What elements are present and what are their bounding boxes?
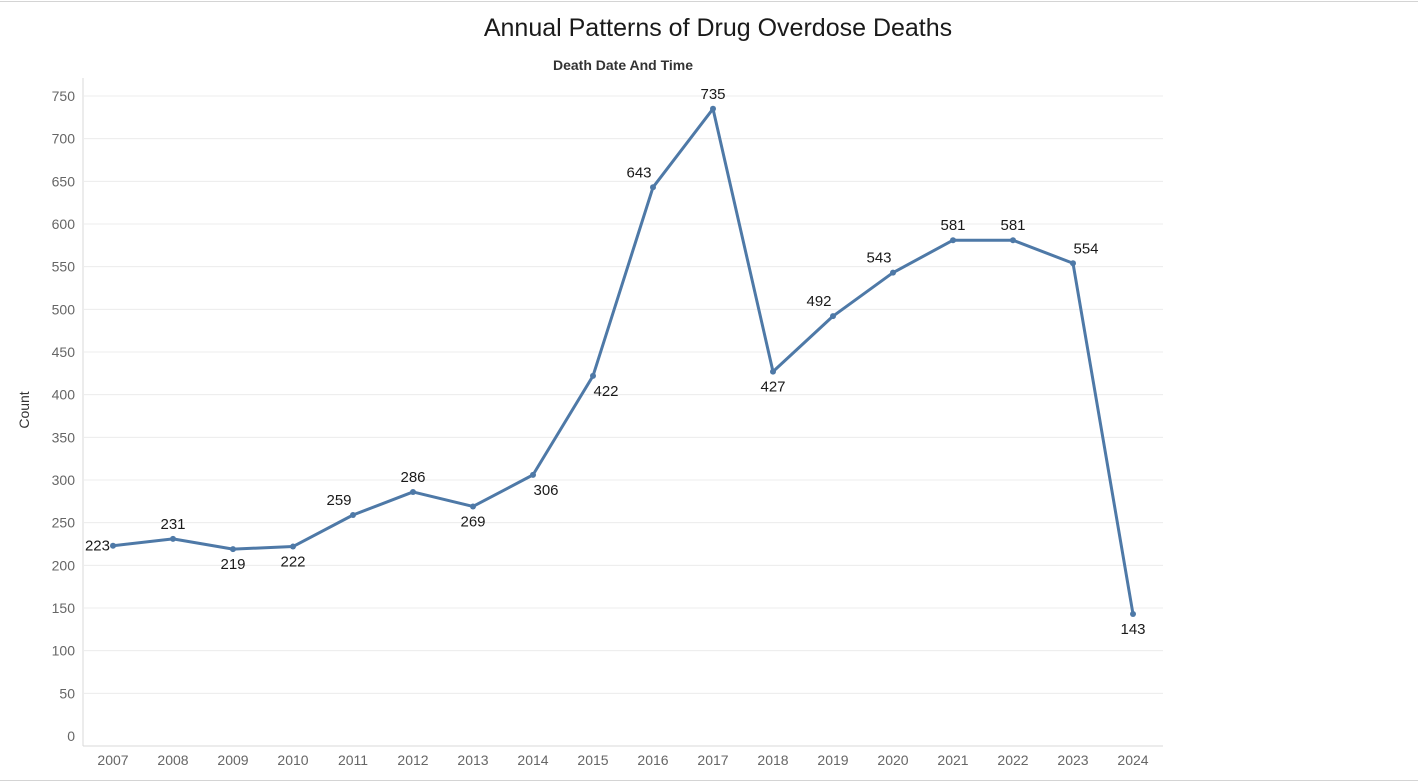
data-label: 269 xyxy=(460,513,485,530)
data-label: 581 xyxy=(1000,217,1025,234)
y-tick-label: 600 xyxy=(52,216,76,232)
y-tick-label: 650 xyxy=(52,173,76,189)
x-tick-label: 2020 xyxy=(877,752,908,768)
data-point xyxy=(650,184,656,191)
y-tick-label: 500 xyxy=(52,301,76,317)
data-label: 306 xyxy=(533,482,558,499)
x-tick-label: 2015 xyxy=(577,752,608,768)
x-tick-labels: 2007 2008 2009 2010 2011 2012 2013 2014 2015 2016… xyxy=(97,752,1148,768)
data-label: 581 xyxy=(940,217,965,234)
x-tick-label: 2011 xyxy=(338,752,368,768)
data-label: 422 xyxy=(593,383,618,400)
y-tick-label: 350 xyxy=(52,429,76,445)
y-tick-label: 100 xyxy=(52,643,76,659)
top-border xyxy=(0,1,1418,2)
y-tick-label: 250 xyxy=(52,515,76,531)
x-tick-label: 2024 xyxy=(1117,752,1148,768)
x-tick-label: 2017 xyxy=(697,752,728,768)
x-tick-label: 2023 xyxy=(1057,752,1088,768)
data-labels: 223 231 219 222 259 286 269 306 422 643 735 427 492 5… xyxy=(85,86,1146,638)
data-point xyxy=(170,535,176,542)
data-point xyxy=(950,237,956,244)
y-tick-label: 750 xyxy=(52,88,76,104)
gridlines xyxy=(84,95,1163,694)
data-point xyxy=(1070,260,1076,267)
chart-title: Annual Patterns of Drug Overdose Deaths xyxy=(483,14,953,42)
x-tick-label: 2014 xyxy=(517,752,548,768)
x-tick-label: 2016 xyxy=(637,752,668,768)
data-label: 735 xyxy=(700,86,725,103)
y-tick-labels: 0 50 100 150 200 250 300 350 400 450 500 550 600 650 7… xyxy=(52,88,76,744)
data-point xyxy=(1130,610,1136,617)
y-axis-label: Count xyxy=(16,391,32,428)
y-tick-label: 450 xyxy=(52,344,76,360)
x-tick-label: 2007 xyxy=(97,752,128,768)
y-tick-label: 700 xyxy=(52,131,76,147)
data-label: 554 xyxy=(1073,240,1098,257)
data-point xyxy=(530,471,536,478)
x-tick-label: 2010 xyxy=(277,752,308,768)
y-tick-label: 0 xyxy=(67,728,75,744)
chart-subtitle: Death Date And Time xyxy=(552,57,694,73)
data-point xyxy=(350,511,356,518)
data-label: 259 xyxy=(326,492,351,509)
data-point xyxy=(110,542,116,549)
data-label: 222 xyxy=(280,554,305,571)
x-tick-label: 2018 xyxy=(757,752,788,768)
data-point xyxy=(830,313,836,320)
series-line xyxy=(112,107,1135,615)
data-label: 231 xyxy=(160,516,185,533)
x-tick-label: 2009 xyxy=(217,752,248,768)
data-label: 143 xyxy=(1120,621,1145,638)
y-tick-label: 550 xyxy=(52,259,76,275)
x-tick-label: 2019 xyxy=(817,752,848,768)
data-point xyxy=(290,543,296,550)
data-label: 492 xyxy=(806,293,831,310)
data-label: 286 xyxy=(400,469,425,486)
x-tick-label: 2008 xyxy=(157,752,188,768)
x-tick-label: 2022 xyxy=(997,752,1028,768)
data-label: 643 xyxy=(626,164,651,181)
data-point xyxy=(410,488,416,495)
data-point xyxy=(230,546,236,553)
y-tick-label: 50 xyxy=(59,685,75,701)
data-point xyxy=(1010,237,1016,244)
data-point xyxy=(710,105,716,112)
data-label: 223 xyxy=(85,538,110,555)
y-tick-label: 150 xyxy=(52,600,76,616)
data-point xyxy=(770,368,776,375)
bottom-border xyxy=(0,780,1418,781)
x-tick-label: 2021 xyxy=(937,752,968,768)
y-tick-label: 300 xyxy=(52,472,76,488)
data-label: 219 xyxy=(220,556,245,573)
x-tick-label: 2012 xyxy=(397,752,428,768)
data-point xyxy=(590,372,596,379)
data-point xyxy=(470,503,476,510)
data-point xyxy=(890,269,896,276)
data-points xyxy=(110,105,1136,617)
data-label: 543 xyxy=(866,250,891,267)
y-tick-label: 400 xyxy=(52,387,76,403)
y-tick-label: 200 xyxy=(52,557,76,573)
x-tick-label: 2013 xyxy=(457,752,488,768)
data-label: 427 xyxy=(760,379,785,396)
